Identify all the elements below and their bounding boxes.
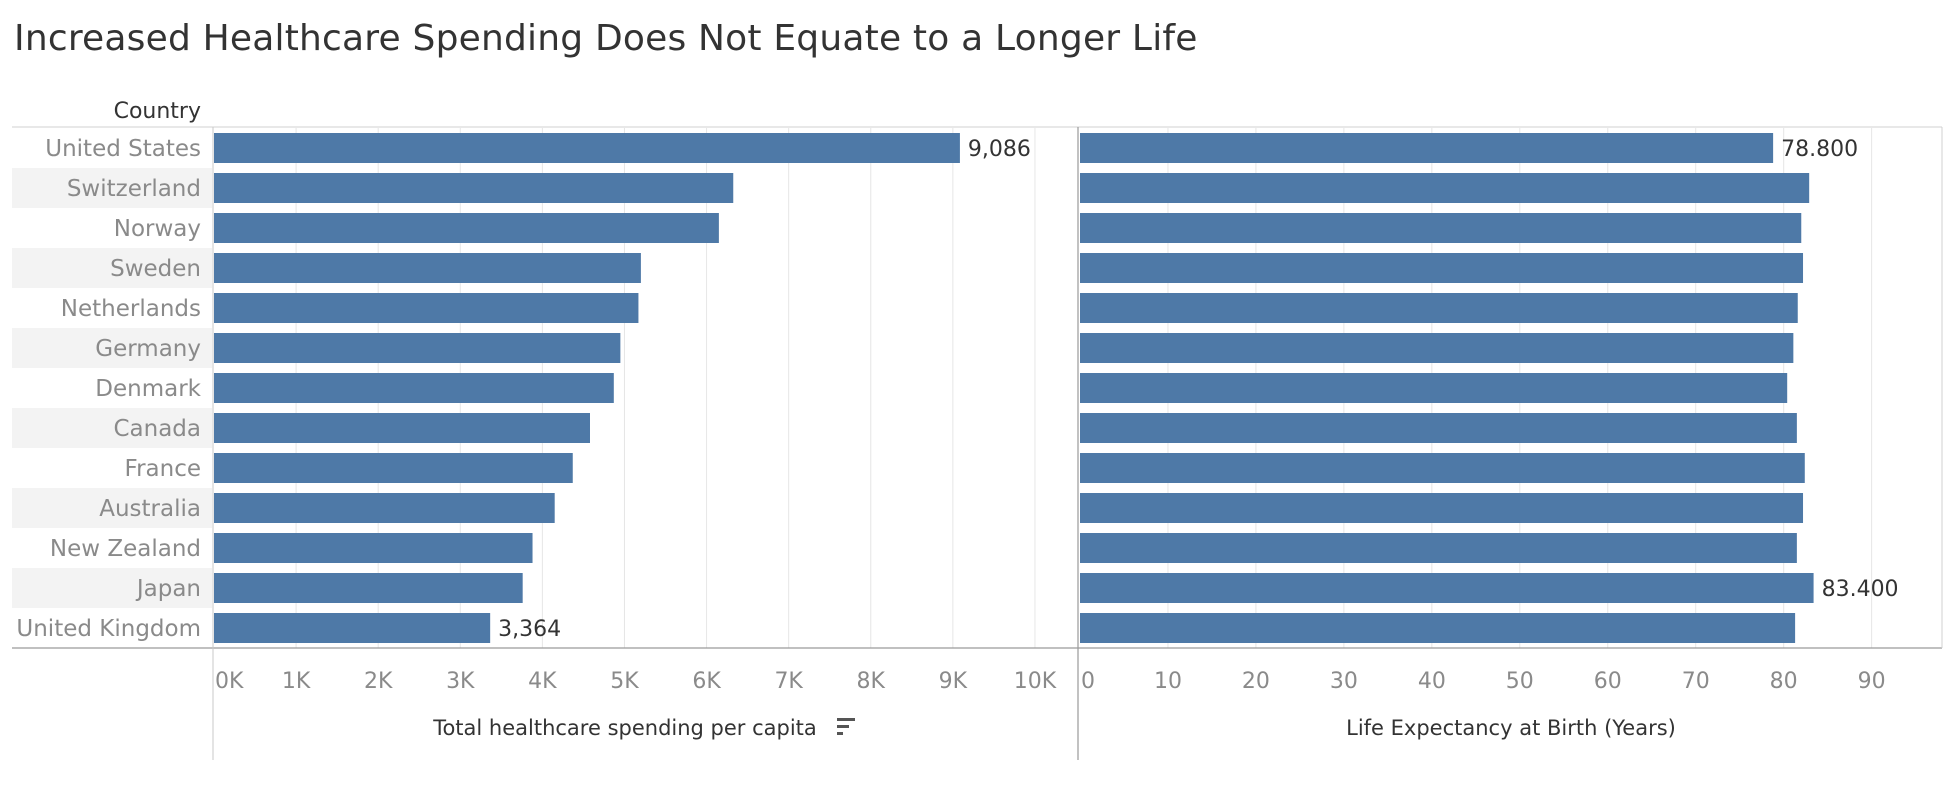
bar	[1080, 573, 1814, 603]
bar	[214, 133, 960, 163]
category-label: United Kingdom	[16, 616, 201, 642]
bar	[214, 453, 573, 483]
data-label: 83.400	[1822, 577, 1899, 602]
category-label: Netherlands	[61, 296, 201, 322]
tick-label: 3K	[446, 669, 475, 694]
bar	[214, 493, 555, 523]
category-label: Sweden	[110, 256, 201, 282]
tick-label: 70	[1682, 669, 1710, 694]
bar	[1080, 133, 1774, 163]
category-label: France	[125, 456, 201, 482]
tick-label: 90	[1858, 669, 1886, 694]
row-band	[12, 328, 212, 368]
tick-label: 0	[1081, 669, 1095, 694]
bar	[1080, 333, 1794, 363]
bar	[214, 173, 734, 203]
category-label: Switzerland	[67, 176, 201, 202]
row-band	[12, 248, 212, 288]
tick-label: 2K	[364, 669, 393, 694]
bar	[214, 573, 523, 603]
row-band	[12, 488, 212, 528]
tick-label: 5K	[610, 669, 639, 694]
tick-label: 4K	[528, 669, 557, 694]
tick-labels: 0K 1K 2K 3K 4K 5K 6K 7K 8K 9K 10K 0 10 20 30 40 50 60 70 80…	[215, 669, 1886, 694]
category-label: New Zealand	[50, 536, 201, 562]
tick-label: 30	[1330, 669, 1358, 694]
axis-title: Total healthcare spending per capita	[432, 716, 817, 740]
data-label: 3,364	[498, 617, 561, 642]
tick-label: 7K	[774, 669, 803, 694]
bar	[214, 613, 491, 643]
category-label: Canada	[113, 416, 201, 442]
bar	[1080, 373, 1788, 403]
bar	[1080, 253, 1804, 283]
bar	[214, 533, 533, 563]
bar	[1080, 173, 1810, 203]
row-band	[12, 168, 212, 208]
tick-label: 1K	[282, 669, 311, 694]
axis-titles: Total healthcare spending per capita Life…	[432, 716, 1676, 740]
bar	[1080, 293, 1798, 323]
row-header-country: Country	[114, 99, 201, 124]
tick-label: 50	[1506, 669, 1534, 694]
tick-label: 20	[1242, 669, 1270, 694]
sort-icon-line	[837, 732, 843, 735]
category-label: Australia	[99, 496, 201, 522]
tick-label: 80	[1770, 669, 1798, 694]
tick-label: 8K	[857, 669, 886, 694]
bar	[1080, 533, 1797, 563]
chart-title: Increased Healthcare Spending Does Not E…	[14, 18, 1198, 59]
tick-label: 60	[1594, 669, 1622, 694]
bar	[214, 253, 641, 283]
tick-label: 40	[1418, 669, 1446, 694]
tick-label: 6K	[692, 669, 721, 694]
chart-frame	[12, 126, 1943, 760]
sort-descending-icon	[837, 718, 855, 735]
data-label: 9,086	[968, 137, 1031, 162]
tick-label: 0K	[215, 669, 244, 694]
category-label: Denmark	[95, 376, 201, 402]
sort-icon-line	[837, 718, 855, 721]
bars: 9,086 3,364 78.800 83.400	[214, 133, 1899, 643]
category-label: Norway	[114, 216, 201, 242]
axis-title: Life Expectancy at Birth (Years)	[1346, 716, 1676, 740]
tick-label: 10K	[1014, 669, 1057, 694]
bar	[214, 333, 621, 363]
bar	[1080, 213, 1802, 243]
bar	[214, 373, 614, 403]
category-label: Germany	[95, 336, 201, 362]
bar	[214, 293, 639, 323]
row-bands	[12, 168, 212, 608]
sort-icon-line	[837, 725, 849, 728]
bar	[214, 213, 719, 243]
data-label: 78.800	[1781, 137, 1858, 162]
bar	[214, 413, 590, 443]
bar	[1080, 613, 1796, 643]
bar	[1080, 453, 1805, 483]
bar	[1080, 493, 1804, 523]
tick-label: 9K	[939, 669, 968, 694]
category-label: United States	[45, 136, 201, 162]
tick-label: 10	[1154, 669, 1182, 694]
bar	[1080, 413, 1797, 443]
row-band	[12, 568, 212, 608]
category-label: Japan	[135, 576, 201, 602]
category-labels: United States Switzerland Norway Sweden Neth…	[16, 136, 201, 642]
row-band	[12, 408, 212, 448]
